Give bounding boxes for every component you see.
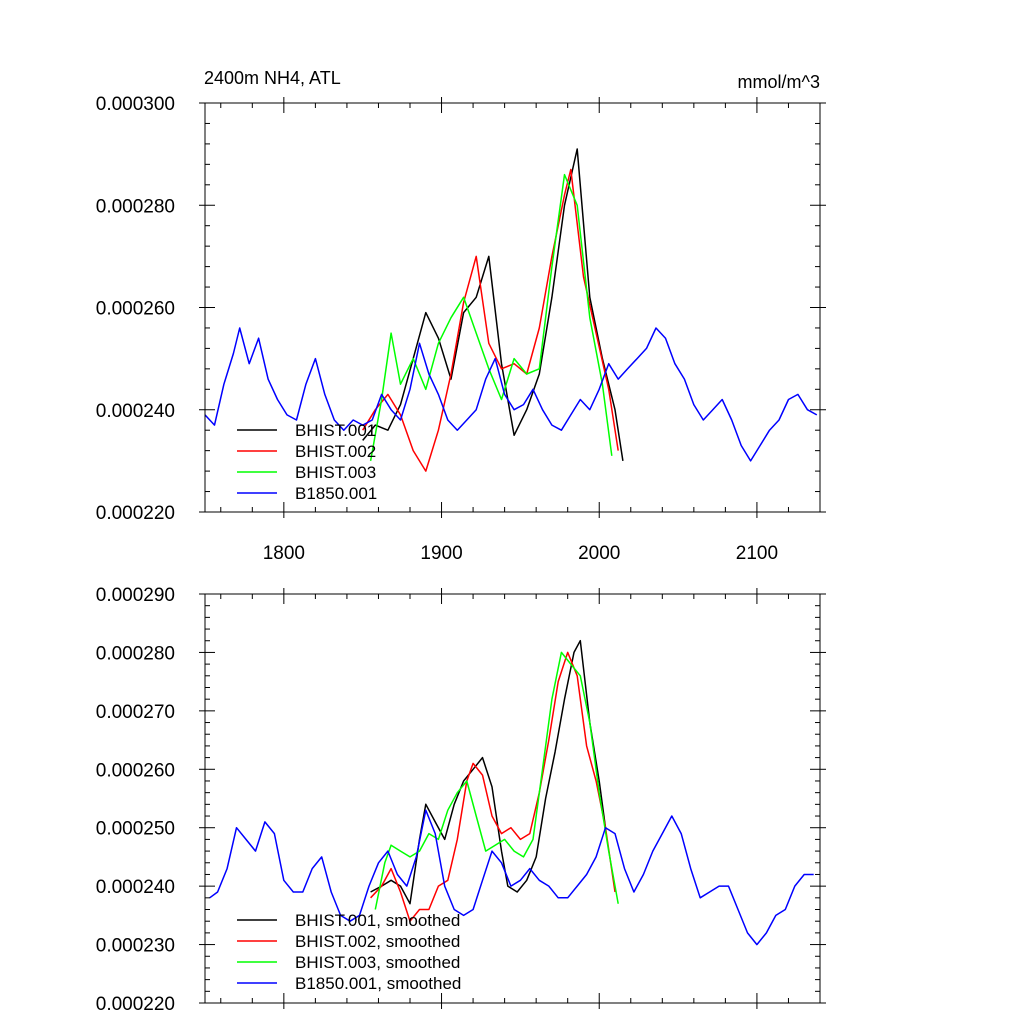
legend-entry: BHIST.002 bbox=[295, 442, 376, 461]
y-tick-label: 0.000260 bbox=[96, 299, 175, 320]
series-line-b1850-001 bbox=[204, 327, 818, 462]
x-tick-label: 1800 bbox=[263, 543, 305, 564]
legend-entry: BHIST.003, smoothed bbox=[295, 953, 460, 972]
y-tick-label: 0.000220 bbox=[96, 503, 175, 524]
series-line-b1850-001-smoothed bbox=[209, 809, 814, 946]
legend-entry: BHIST.001, smoothed bbox=[295, 911, 460, 930]
legend-entry: BHIST.003 bbox=[295, 463, 376, 482]
y-tick-label: 0.000240 bbox=[96, 877, 175, 898]
x-tick-label: 1900 bbox=[420, 543, 462, 564]
y-tick-label: 0.000240 bbox=[96, 401, 175, 422]
legend-entry: B1850.001 bbox=[295, 484, 377, 503]
y-tick-label: 0.000220 bbox=[96, 994, 175, 1015]
series-line-bhist-003-smoothed bbox=[374, 651, 619, 910]
panel-top: 2400m NH4, ATL mmol/m^3 0.000220 0.000240… bbox=[96, 68, 826, 564]
y-tick-label: 0.000250 bbox=[96, 819, 175, 840]
y-tick-label: 0.000260 bbox=[96, 760, 175, 781]
panel-bottom: 0.000220 0.000230 0.000240 0.000250 0.000260… bbox=[96, 585, 826, 1015]
y-tick-label: 0.000280 bbox=[96, 643, 175, 664]
series-line-bhist-002-smoothed bbox=[370, 651, 616, 922]
x-tick-label: 2100 bbox=[736, 543, 778, 564]
series-line-bhist-001-smoothed bbox=[370, 639, 607, 905]
chart-title: 2400m NH4, ATL bbox=[204, 68, 341, 88]
series-line-bhist-002 bbox=[362, 168, 619, 472]
y-tick-label: 0.000300 bbox=[96, 94, 175, 115]
x-tick-label: 2000 bbox=[578, 543, 620, 564]
series-line-bhist-003 bbox=[369, 173, 613, 462]
plot-frame bbox=[204, 593, 821, 1004]
legend-entry: BHIST.001 bbox=[295, 421, 376, 440]
legend-entry: B1850.001, smoothed bbox=[295, 974, 461, 993]
y-tick-label: 0.000230 bbox=[96, 936, 175, 957]
y-tick-label: 0.000290 bbox=[96, 585, 175, 606]
y-tick-label: 0.000270 bbox=[96, 702, 175, 723]
legend-entry: BHIST.002, smoothed bbox=[295, 932, 460, 951]
y-tick-label: 0.000280 bbox=[96, 196, 175, 217]
units-label: mmol/m^3 bbox=[738, 72, 820, 92]
series-line-bhist-001 bbox=[362, 148, 624, 462]
